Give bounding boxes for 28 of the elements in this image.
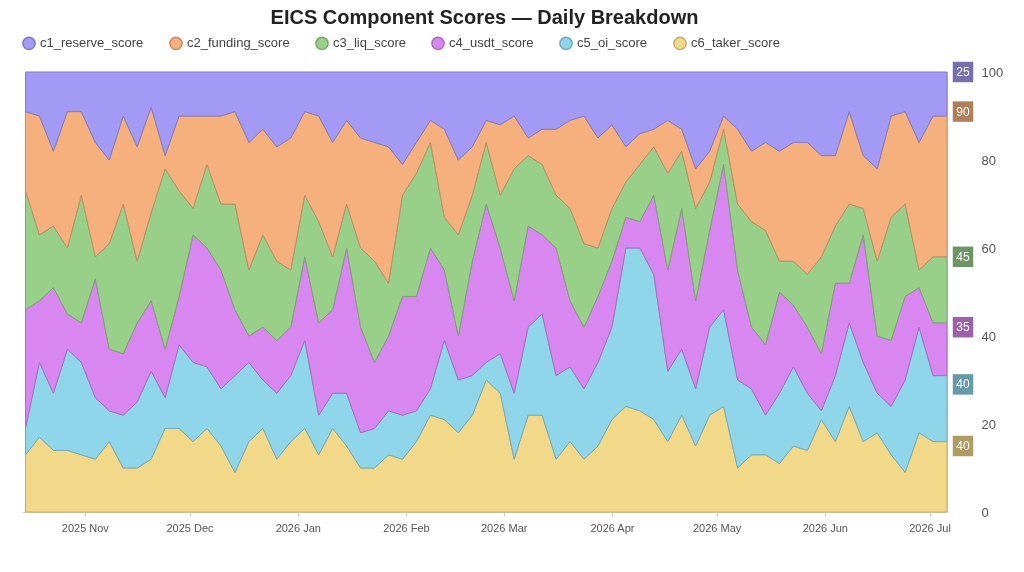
legend-label: c4_usdt_score [449,35,534,51]
legend-label: c1_reserve_score [40,35,144,51]
y-tick-label: 20 [981,416,996,432]
annotation: 40 [956,439,970,453]
y-tick-label: 60 [981,240,996,256]
annotation: 90 [956,104,970,119]
x-tick-label: 2026 Mar [480,521,528,534]
x-tick-label: 2025 Dec [166,521,215,534]
annotation: 25 [956,65,970,79]
annotation: 45 [956,249,970,264]
x-tick-label: 2026 Jan [275,521,321,534]
x-tick-label: 2026 May [692,521,742,534]
legend-label: c3_liq_score [333,35,406,51]
y-tick-label: 40 [981,328,996,344]
legend-label: c5_oi_score [577,35,648,51]
y-tick-label: 100 [981,64,1004,80]
x-tick-label: 2026 Feb [383,521,430,534]
x-tick-label: 2025 Nov [61,521,110,534]
y-tick-label: 80 [981,152,996,168]
x-tick-label: 2026 Jun [802,521,848,534]
chart-title: EICS Component Scores — Daily Breakdown [270,6,699,28]
annotation: 40 [956,377,970,392]
legend-label: c6_taker_score [691,35,780,51]
y-tick-label: 0 [981,504,989,520]
x-tick-label: 2026 Apr [590,521,635,534]
annotation: 35 [956,320,970,335]
legend-label: c2_funding_score [187,35,290,51]
x-tick-label: 2026 Jul [909,521,951,534]
